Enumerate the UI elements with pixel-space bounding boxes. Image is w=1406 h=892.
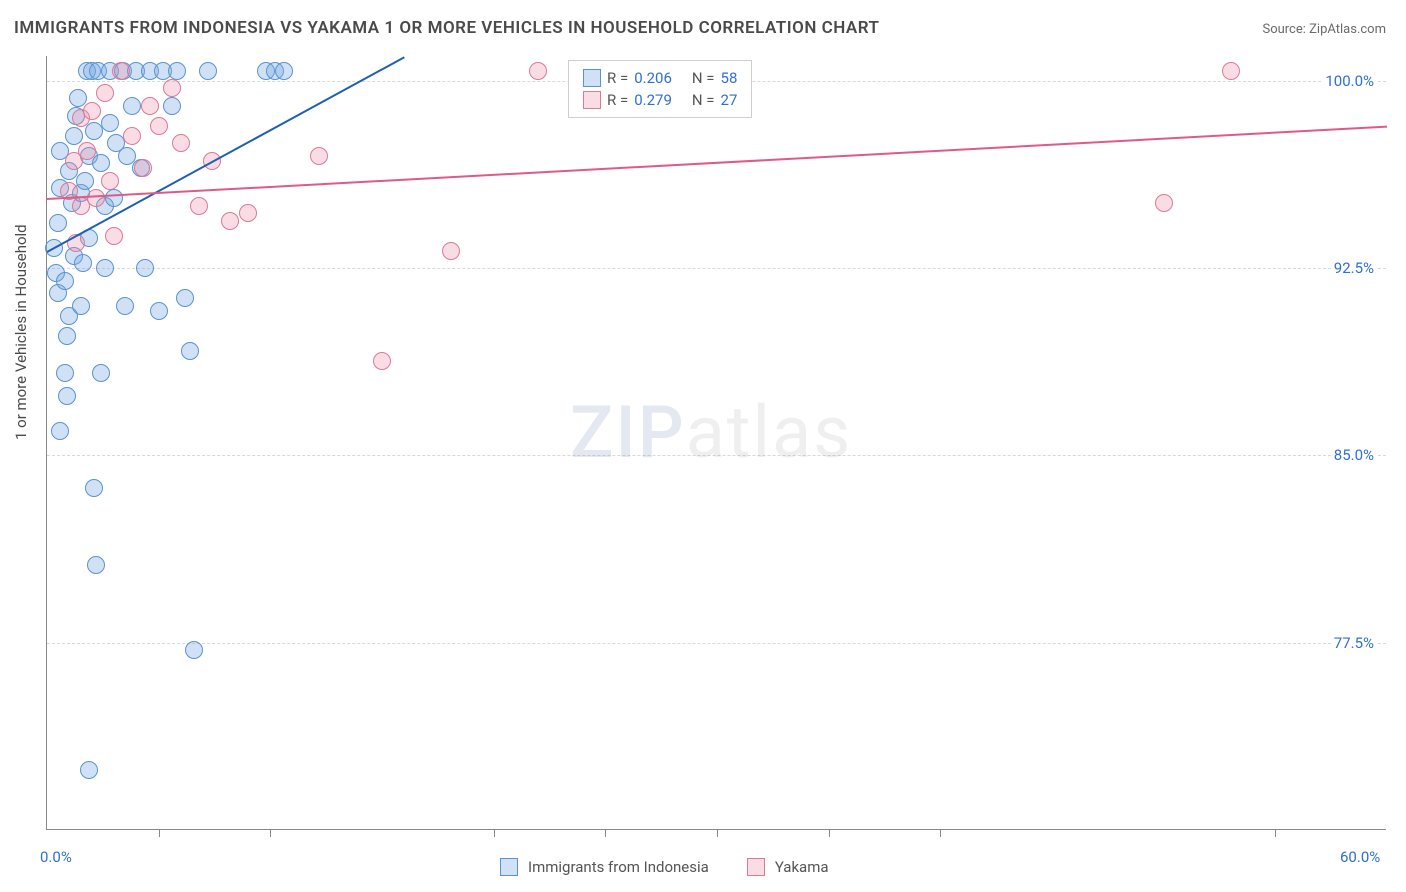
data-point (221, 212, 239, 230)
data-point (181, 342, 199, 360)
x-tick (605, 829, 606, 837)
data-point (58, 327, 76, 345)
plot-area: 77.5% 85.0% 92.5% 100.0% (46, 56, 1386, 830)
data-point (239, 204, 257, 222)
x-tick (940, 829, 941, 837)
data-point (92, 154, 110, 172)
legend-series: Immigrants from Indonesia Yakama (500, 858, 857, 876)
data-point (373, 352, 391, 370)
data-point (49, 214, 67, 232)
data-point (529, 62, 547, 80)
data-point (87, 189, 105, 207)
data-point (136, 259, 154, 277)
data-point (163, 79, 181, 97)
data-point (123, 97, 141, 115)
x-tick (829, 829, 830, 837)
data-point (101, 172, 119, 190)
legend-swatch (583, 91, 601, 109)
gridline (47, 643, 1386, 644)
data-point (190, 197, 208, 215)
legend-r-value: 0.279 (634, 91, 672, 109)
source-label: Source: ZipAtlas.com (1262, 22, 1386, 37)
chart-title: IMMIGRANTS FROM INDONESIA VS YAKAMA 1 OR… (14, 18, 879, 38)
legend-r-label: R = (607, 91, 628, 109)
x-tick (270, 829, 271, 837)
data-point (150, 302, 168, 320)
legend-swatch (747, 858, 765, 876)
data-point (96, 259, 114, 277)
data-point (58, 387, 76, 405)
data-point (172, 134, 190, 152)
x-tick-label: 0.0% (40, 848, 72, 866)
data-point (310, 147, 328, 165)
legend-swatch (500, 858, 518, 876)
data-point (1155, 194, 1173, 212)
data-point (112, 62, 130, 80)
legend-r-label: R = (607, 69, 628, 87)
data-point (105, 189, 123, 207)
data-point (163, 97, 181, 115)
data-point (116, 297, 134, 315)
data-point (442, 242, 460, 260)
legend-series-name: Yakama (775, 858, 829, 876)
data-point (185, 641, 203, 659)
legend-n-value: 27 (721, 91, 738, 109)
data-point (105, 227, 123, 245)
legend-row: R = 0.279 N = 27 (583, 89, 737, 111)
data-point (96, 84, 114, 102)
gridline (47, 268, 1386, 269)
data-point (101, 114, 119, 132)
x-tick (494, 829, 495, 837)
y-tick-label: 100.0% (1323, 72, 1376, 90)
regression-line (47, 126, 1387, 200)
data-point (83, 102, 101, 120)
legend-row: R = 0.206 N = 58 (583, 67, 737, 89)
data-point (65, 127, 83, 145)
data-point (275, 62, 293, 80)
legend-n-value: 58 (721, 69, 738, 87)
y-tick-label: 77.5% (1332, 634, 1376, 652)
legend-n-label: N = (692, 69, 715, 87)
y-axis-label: 1 or more Vehicles in Household (12, 224, 30, 440)
x-tick (1275, 829, 1276, 837)
x-tick (717, 829, 718, 837)
data-point (72, 297, 90, 315)
y-tick-label: 85.0% (1332, 446, 1376, 464)
data-point (85, 479, 103, 497)
legend-r-value: 0.206 (634, 69, 672, 87)
data-point (168, 62, 186, 80)
data-point (56, 272, 74, 290)
legend-n-label: N = (692, 91, 715, 109)
data-point (199, 62, 217, 80)
data-point (1222, 62, 1240, 80)
data-point (141, 97, 159, 115)
gridline (47, 455, 1386, 456)
data-point (176, 289, 194, 307)
data-point (78, 142, 96, 160)
data-point (56, 364, 74, 382)
legend-stats: R = 0.206 N = 58 R = 0.279 N = 27 (568, 60, 752, 118)
data-point (51, 422, 69, 440)
data-point (80, 761, 98, 779)
legend-series-name: Immigrants from Indonesia (528, 858, 709, 876)
data-point (76, 172, 94, 190)
data-point (150, 117, 168, 135)
data-point (123, 127, 141, 145)
data-point (92, 364, 110, 382)
data-point (74, 254, 92, 272)
x-tick-label: 60.0% (1340, 848, 1380, 866)
legend-swatch (583, 69, 601, 87)
y-tick-label: 92.5% (1332, 259, 1376, 277)
data-point (134, 159, 152, 177)
data-point (87, 556, 105, 574)
x-tick (159, 829, 160, 837)
